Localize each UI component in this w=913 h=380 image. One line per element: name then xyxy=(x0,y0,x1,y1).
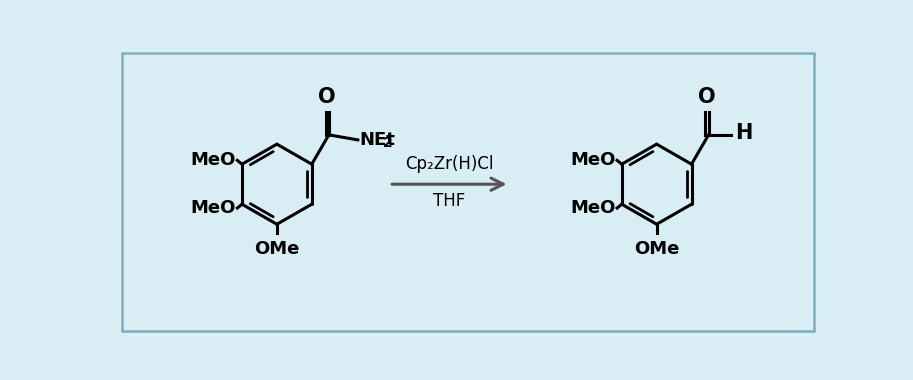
Text: 2: 2 xyxy=(383,136,393,150)
Text: H: H xyxy=(735,123,752,143)
Text: OMe: OMe xyxy=(254,240,299,258)
Text: MeO: MeO xyxy=(191,151,236,169)
Text: OMe: OMe xyxy=(634,240,679,258)
Text: Cp₂Zr(H)Cl: Cp₂Zr(H)Cl xyxy=(405,155,494,173)
Text: O: O xyxy=(319,87,336,107)
Text: MeO: MeO xyxy=(570,151,615,169)
FancyBboxPatch shape xyxy=(121,53,814,331)
Text: THF: THF xyxy=(433,192,466,210)
Text: NEt: NEt xyxy=(360,131,395,149)
Text: O: O xyxy=(698,87,716,107)
Text: MeO: MeO xyxy=(570,199,615,217)
Text: MeO: MeO xyxy=(191,199,236,217)
